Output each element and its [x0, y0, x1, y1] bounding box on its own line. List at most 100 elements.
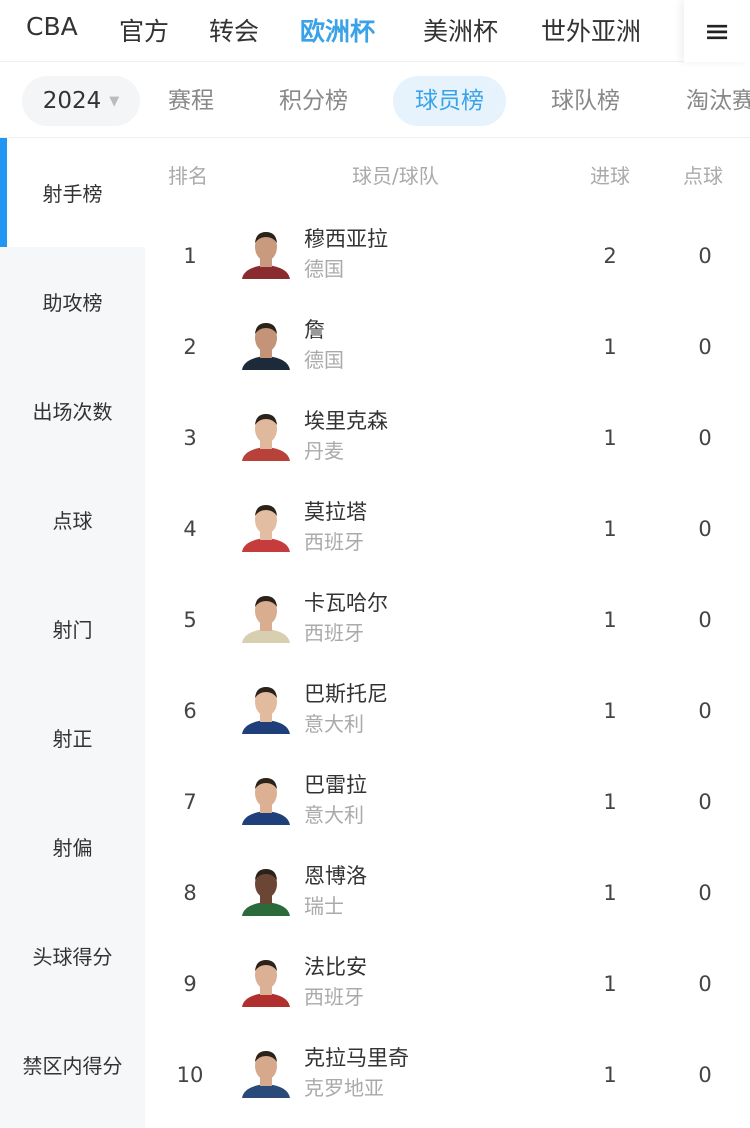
- nav-official[interactable]: 官方: [119, 17, 170, 46]
- penalties: 0: [698, 426, 712, 450]
- player-avatar-icon: [242, 596, 290, 643]
- tab-knockout[interactable]: 淘汰赛: [686, 88, 750, 114]
- player-avatar-icon: [242, 869, 290, 916]
- player-avatar-icon: [242, 778, 290, 825]
- sidebar-item[interactable]: 出场次数: [32, 400, 113, 424]
- goals: 1: [603, 608, 617, 632]
- player-name[interactable]: 穆西亚拉: [304, 227, 388, 251]
- top-nav: CBA 官方 转会 欧洲杯 美洲杯 世外亚洲 ≡: [0, 0, 750, 62]
- goals: 2: [603, 244, 617, 268]
- year-select[interactable]: 2024 ▼: [22, 76, 140, 126]
- penalties: 0: [698, 699, 712, 723]
- rank: 7: [183, 790, 197, 814]
- nav-wc-qual-asia[interactable]: 世外亚洲: [541, 17, 642, 46]
- rank: 1: [183, 244, 197, 268]
- player-name[interactable]: 卡瓦哈尔: [304, 591, 388, 615]
- team-name[interactable]: 西班牙: [304, 621, 364, 645]
- table-row[interactable]: 2 詹 德国 1 0: [145, 302, 750, 393]
- menu-icon: ≡: [703, 12, 731, 50]
- nav-transfer[interactable]: 转会: [209, 17, 260, 46]
- sidebar-item[interactable]: 射门: [52, 618, 93, 642]
- goals: 1: [603, 972, 617, 996]
- table-row[interactable]: 4 莫拉塔 西班牙 1 0: [145, 484, 750, 575]
- player-avatar-icon: [242, 960, 290, 1007]
- tab-standings[interactable]: 积分榜: [279, 88, 348, 114]
- team-name[interactable]: 德国: [304, 348, 344, 372]
- rank: 6: [183, 699, 197, 723]
- rank: 8: [183, 881, 197, 905]
- table-row[interactable]: 5 卡瓦哈尔 西班牙 1 0: [145, 575, 750, 666]
- sidebar-item[interactable]: 禁区内得分: [22, 1054, 123, 1078]
- team-name[interactable]: 意大利: [304, 712, 364, 736]
- sidebar-item[interactable]: 射正: [52, 727, 93, 751]
- year-value: 2024: [42, 88, 102, 114]
- goals: 1: [603, 517, 617, 541]
- team-name[interactable]: 丹麦: [304, 439, 344, 463]
- goals: 1: [603, 790, 617, 814]
- penalties: 0: [698, 244, 712, 268]
- player-avatar-icon: [242, 232, 290, 279]
- player-name[interactable]: 巴斯托尼: [304, 682, 388, 706]
- rank: 5: [183, 608, 197, 632]
- player-name[interactable]: 莫拉塔: [304, 500, 367, 524]
- team-name[interactable]: 瑞士: [304, 894, 344, 918]
- player-avatar-icon: [242, 505, 290, 552]
- goals: 1: [603, 1063, 617, 1087]
- sub-nav: 2024 ▼ 赛程 积分榜 球员榜 球队榜 淘汰赛: [0, 63, 750, 138]
- goals: 1: [603, 426, 617, 450]
- table-row[interactable]: 9 法比安 西班牙 1 0: [145, 939, 750, 1030]
- player-name[interactable]: 詹: [304, 318, 325, 342]
- rank: 4: [183, 517, 197, 541]
- penalties: 0: [698, 790, 712, 814]
- header-rank: 排名: [168, 164, 208, 188]
- table-row[interactable]: 1 穆西亚拉 德国 2 0: [145, 211, 750, 302]
- sidebar-item[interactable]: 头球得分: [32, 945, 113, 969]
- nav-cba[interactable]: CBA: [26, 12, 78, 41]
- rank: 3: [183, 426, 197, 450]
- player-name[interactable]: 埃里克森: [304, 409, 388, 433]
- tab-teams[interactable]: 球队榜: [551, 88, 620, 114]
- team-name[interactable]: 意大利: [304, 803, 364, 827]
- tab-players[interactable]: 球员榜: [393, 76, 506, 126]
- player-name[interactable]: 巴雷拉: [304, 773, 367, 797]
- penalties: 0: [698, 972, 712, 996]
- team-name[interactable]: 西班牙: [304, 530, 364, 554]
- table-row[interactable]: 7 巴雷拉 意大利 1 0: [145, 757, 750, 848]
- goals: 1: [603, 335, 617, 359]
- table-row[interactable]: 8 恩博洛 瑞士 1 0: [145, 848, 750, 939]
- tab-schedule[interactable]: 赛程: [168, 88, 214, 114]
- team-name[interactable]: 克罗地亚: [304, 1076, 384, 1100]
- player-name[interactable]: 法比安: [304, 955, 367, 979]
- player-name[interactable]: 恩博洛: [304, 864, 367, 888]
- player-name[interactable]: 克拉马里奇: [304, 1046, 409, 1070]
- header-penalties: 点球: [683, 164, 723, 188]
- stat-sidebar: 射手榜助攻榜出场次数点球射门射正射偏头球得分禁区内得分: [0, 138, 145, 1128]
- penalties: 0: [698, 517, 712, 541]
- goals: 1: [603, 699, 617, 723]
- header-goals: 进球: [590, 164, 630, 188]
- sidebar-item[interactable]: 射偏: [52, 836, 93, 860]
- rank: 10: [176, 1063, 204, 1087]
- rank: 2: [183, 335, 197, 359]
- header-player: 球员/球队: [352, 164, 439, 188]
- menu-button[interactable]: ≡: [684, 0, 750, 62]
- penalties: 0: [698, 608, 712, 632]
- table-row[interactable]: 3 埃里克森 丹麦 1 0: [145, 393, 750, 484]
- sidebar-item[interactable]: 助攻榜: [42, 291, 103, 315]
- sidebar-item[interactable]: 点球: [52, 509, 93, 533]
- penalties: 0: [698, 335, 712, 359]
- table-row[interactable]: 10 克拉马里奇 克罗地亚 1 0: [145, 1030, 750, 1121]
- team-name[interactable]: 西班牙: [304, 985, 364, 1009]
- sidebar-item[interactable]: 射手榜: [0, 138, 145, 247]
- player-avatar-icon: [242, 687, 290, 734]
- team-name[interactable]: 德国: [304, 257, 344, 281]
- nav-copa[interactable]: 美洲杯: [423, 17, 499, 46]
- player-avatar-icon: [242, 414, 290, 461]
- goals: 1: [603, 881, 617, 905]
- penalties: 0: [698, 1063, 712, 1087]
- penalties: 0: [698, 881, 712, 905]
- player-avatar-icon: [242, 1051, 290, 1098]
- table-row[interactable]: 6 巴斯托尼 意大利 1 0: [145, 666, 750, 757]
- nav-euro[interactable]: 欧洲杯: [300, 17, 376, 46]
- rank: 9: [183, 972, 197, 996]
